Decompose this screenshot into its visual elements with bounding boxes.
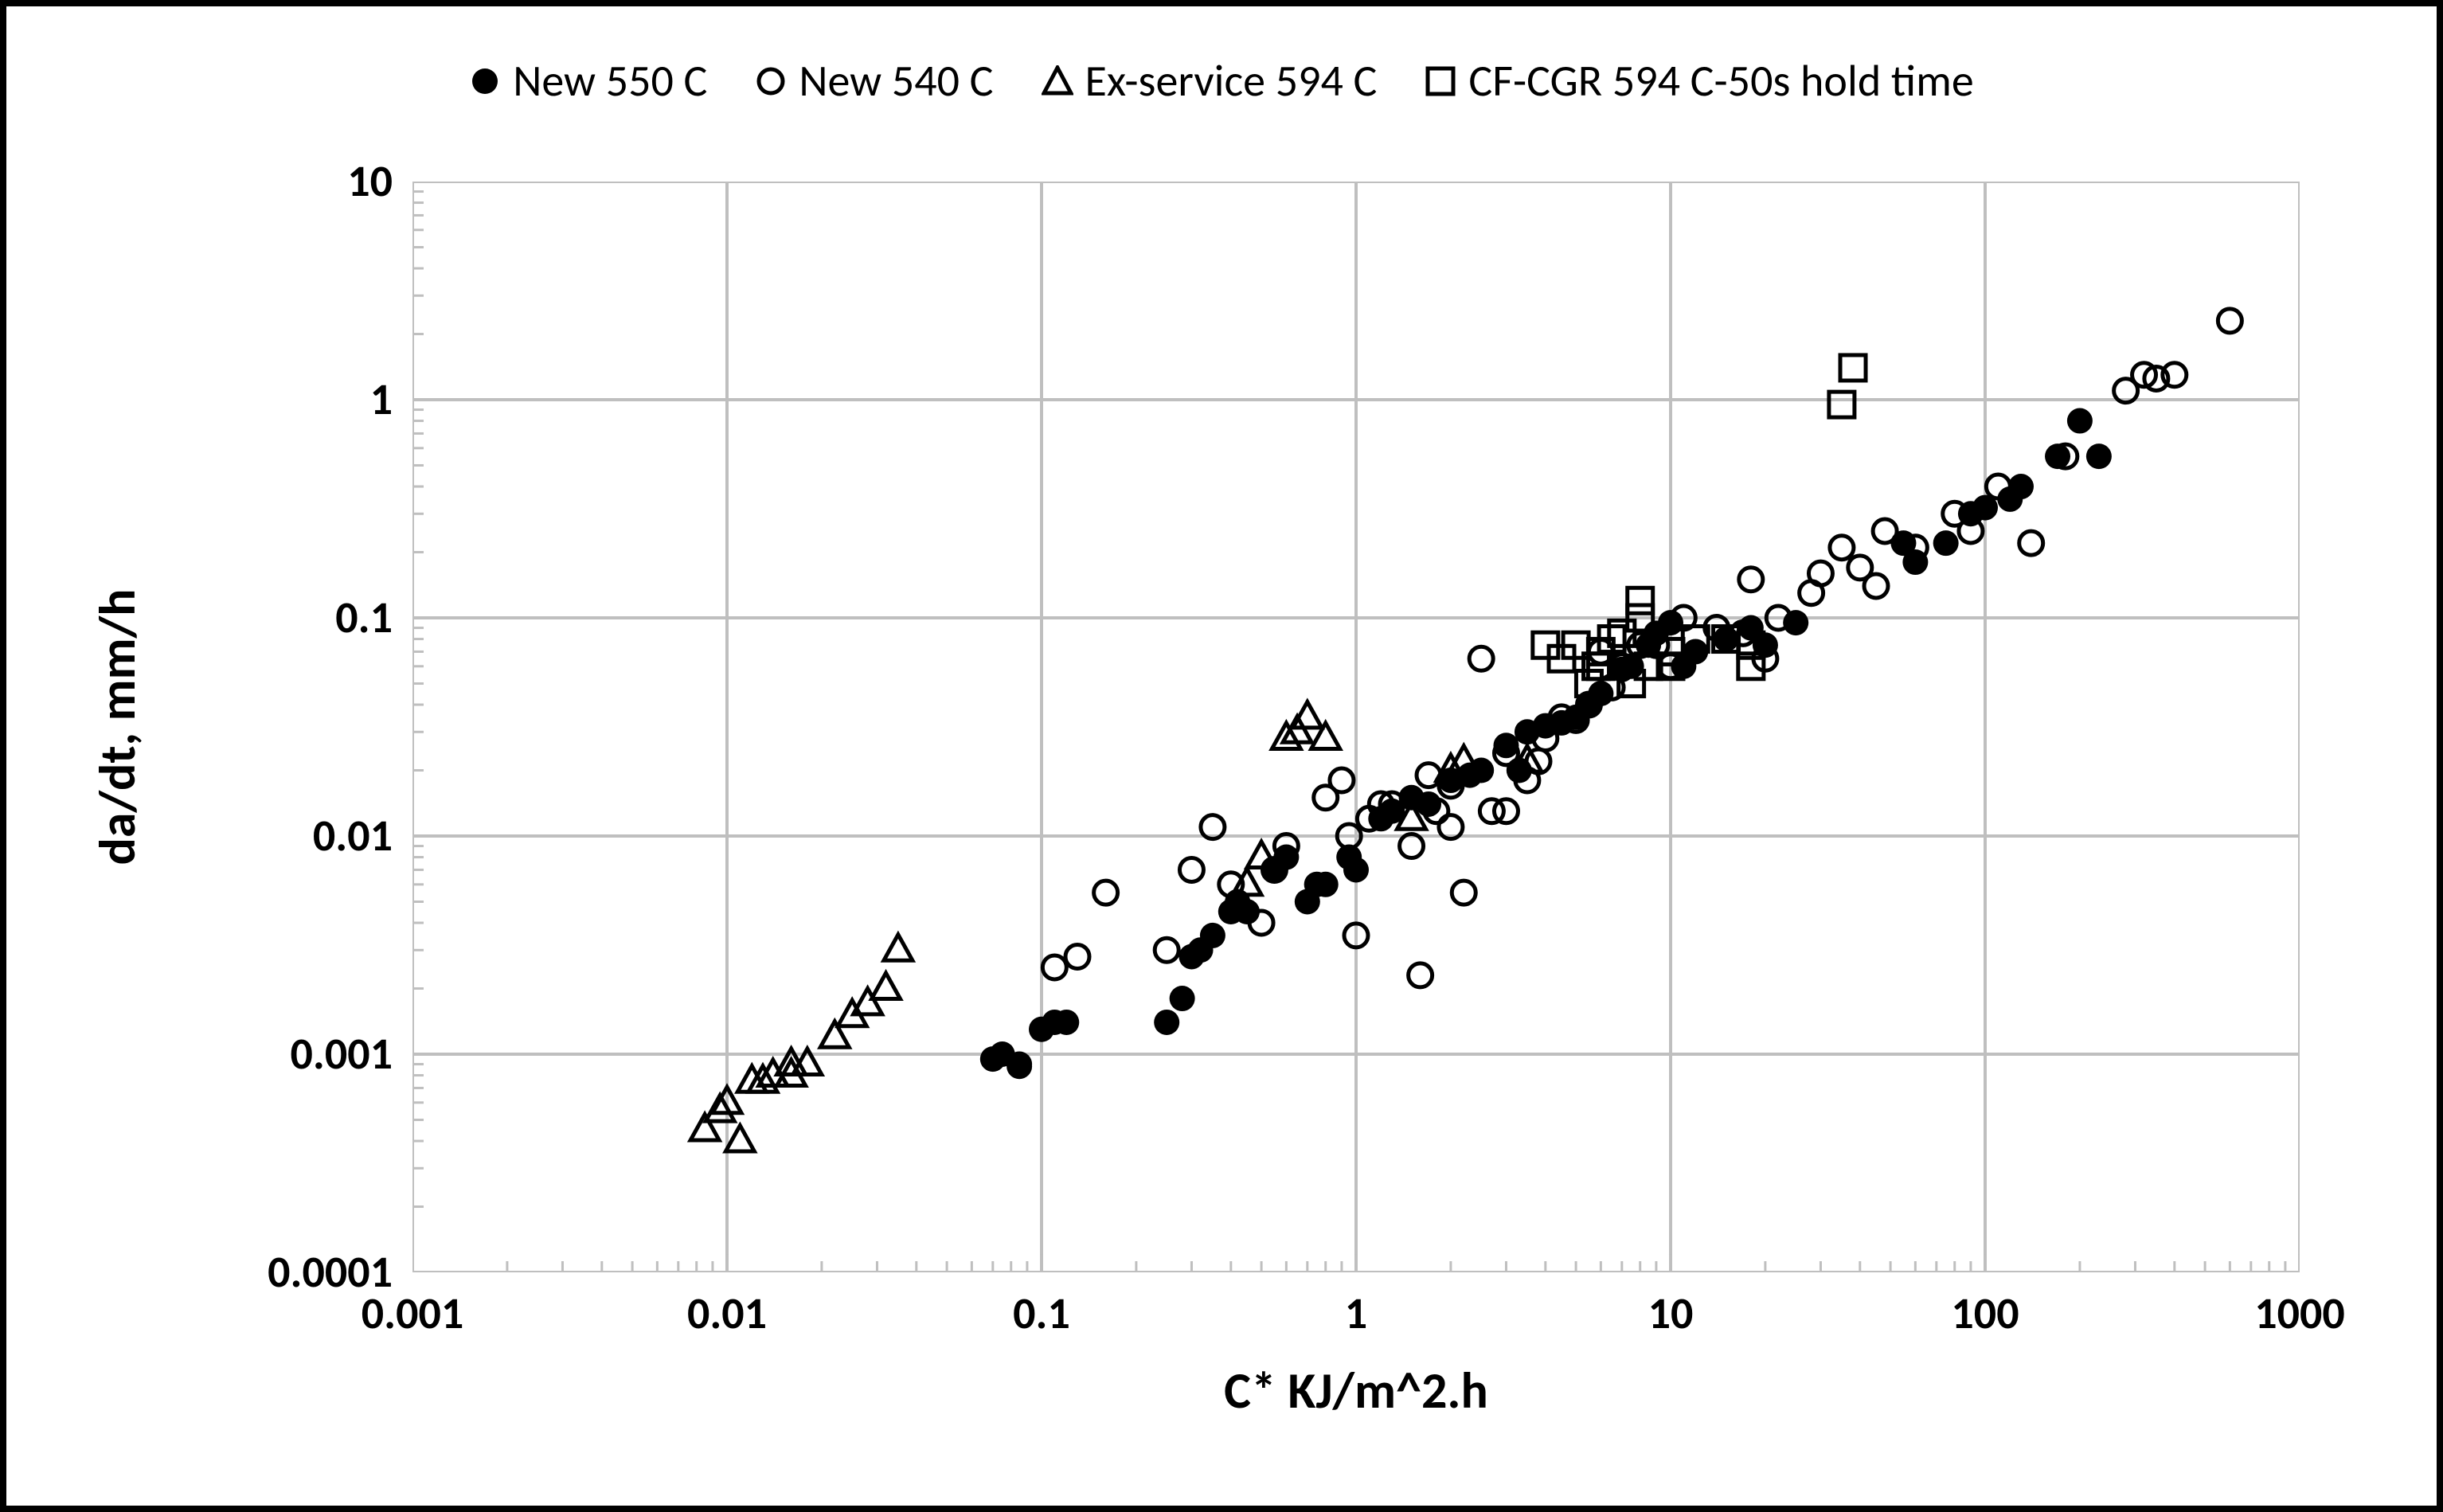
legend-item-3: CF-CGR 594 C-50s hold time	[1425, 54, 1973, 108]
x-tick-label: 0.1	[1013, 1287, 1070, 1341]
legend-item-2: Ex-service 594 C	[1042, 54, 1378, 108]
x-tick-label: 1000	[2254, 1287, 2345, 1341]
y-tick-label: 0.1	[335, 591, 393, 645]
x-tick-label: 10	[1648, 1287, 1694, 1341]
y-tick-label: 0.01	[313, 809, 393, 863]
legend-item-1: New 540 C	[755, 54, 993, 108]
y-tick-label: 0.001	[291, 1027, 393, 1081]
legend-item-0: New 550 C	[469, 54, 707, 108]
legend: New 550 C New 540 C Ex-service 594 C CF-…	[6, 54, 2437, 108]
x-axis-label: C* KJ/m^2.h	[1224, 1360, 1488, 1422]
open-circle-icon	[755, 65, 787, 97]
y-tick-label: 0.0001	[268, 1245, 393, 1299]
x-tick-label: 1	[1345, 1287, 1367, 1341]
legend-label: New 540 C	[799, 54, 993, 108]
y-axis-label: da/dt, mm/h	[87, 589, 149, 865]
chart-frame: New 550 C New 540 C Ex-service 594 C CF-…	[0, 0, 2443, 1512]
legend-label: Ex-service 594 C	[1085, 54, 1378, 108]
legend-label: New 550 C	[513, 54, 707, 108]
filled-circle-icon	[469, 65, 501, 97]
y-tick-label: 10	[347, 154, 393, 209]
legend-label: CF-CGR 594 C-50s hold time	[1468, 54, 1973, 108]
open-square-icon	[1425, 65, 1456, 97]
open-triangle-icon	[1042, 65, 1073, 97]
x-tick-label: 100	[1951, 1287, 2019, 1341]
plot-area	[412, 182, 2300, 1272]
x-tick-label: 0.01	[687, 1287, 767, 1341]
y-tick-label: 1	[370, 373, 393, 427]
